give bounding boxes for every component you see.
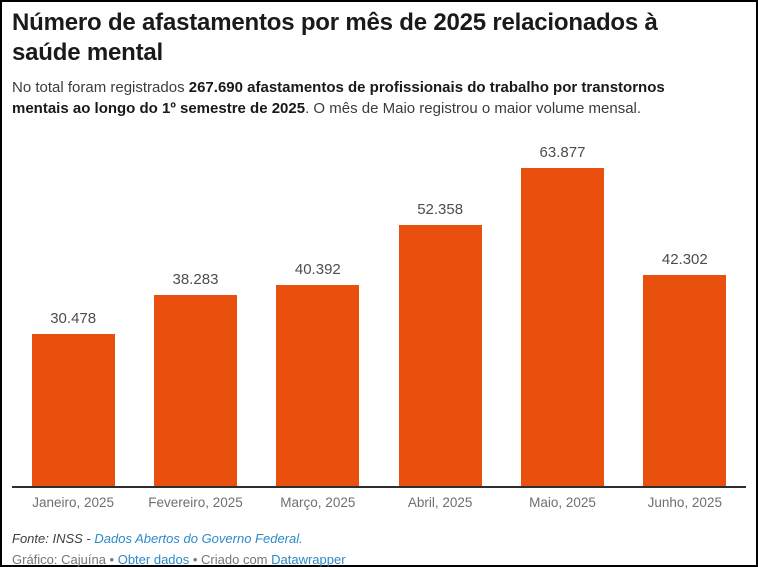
bar-chart-plot: 30.478 38.283 40.392 52.358 63.877 42.302 (12, 141, 746, 486)
byline-text: Gráfico: Cajuína • (12, 552, 118, 567)
get-data-link[interactable]: Obter dados (117, 552, 190, 567)
x-axis-label: Fevereiro, 2025 (148, 495, 243, 510)
bar (643, 275, 727, 486)
x-axis-label: Março, 2025 (280, 495, 356, 510)
byline-separator: • Criado com (189, 552, 272, 567)
bar (31, 334, 115, 486)
bar-value-label: 52.358 (417, 201, 464, 218)
bar-value-label: 63.877 (539, 144, 586, 161)
bar-column: 40.392 (257, 141, 379, 486)
bar (520, 168, 605, 486)
bar-value-label: 30.478 (50, 310, 97, 327)
source-link[interactable]: Dados Abertos do Governo Federal. (94, 531, 303, 546)
bar-column: 42.302 (624, 141, 746, 486)
source-text: Fonte: INSS - (12, 531, 95, 546)
bar-value-label: 40.392 (294, 261, 341, 278)
bar-column: 52.358 (379, 141, 501, 486)
description-bold-text: 267.690 afastamentos de profissionais do… (12, 79, 665, 117)
bar-value-label: 42.302 (661, 251, 708, 268)
bar (398, 225, 482, 486)
description-text-suffix: . O mês de Maio registrou o maior volume… (305, 100, 642, 117)
bar-column: 38.283 (134, 141, 256, 486)
bar-column: 30.478 (12, 141, 134, 486)
chart-footer: Fonte: INSS - Dados Abertos do Governo F… (12, 531, 746, 567)
chart-description: No total foram registrados 267.690 afast… (12, 77, 722, 119)
x-axis-label: Abril, 2025 (407, 495, 473, 510)
bar-column: 63.877 (501, 141, 623, 486)
bar (153, 295, 238, 486)
x-axis-labels: Janeiro, 2025 Fevereiro, 2025 Março, 2025 A… (12, 495, 746, 511)
bar-value-label: 38.283 (172, 271, 219, 288)
description-text-prefix: No total foram registrados (12, 79, 189, 96)
x-axis-label: Junho, 2025 (647, 495, 722, 510)
byline: Gráfico: Cajuína • Obter dados • Criado … (12, 552, 746, 567)
chart-title: Número de afastamentos por mês de 2025 r… (12, 9, 658, 66)
bar (276, 285, 360, 486)
x-axis-label: Maio, 2025 (529, 495, 596, 510)
source-line: Fonte: INSS - Dados Abertos do Governo F… (12, 531, 746, 546)
x-axis-label: Janeiro, 2025 (32, 495, 115, 510)
x-axis-line (12, 486, 746, 488)
datawrapper-link[interactable]: Datawrapper (271, 552, 346, 567)
